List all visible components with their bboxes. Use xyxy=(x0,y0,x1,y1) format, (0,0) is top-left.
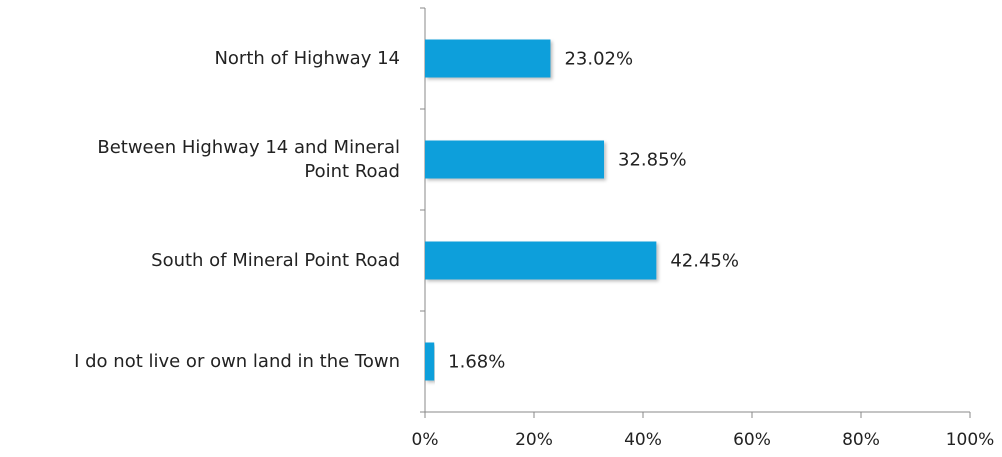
bar xyxy=(425,241,657,280)
bar xyxy=(425,39,551,78)
bar xyxy=(425,342,435,381)
x-tick-label: 100% xyxy=(946,430,995,450)
y-tick-label: South of Mineral Point Road xyxy=(151,249,400,271)
x-tick-label: 0% xyxy=(412,430,439,450)
bar xyxy=(425,140,605,179)
y-tick-label: North of Highway 14 xyxy=(214,47,400,69)
x-tick-label: 60% xyxy=(733,430,771,450)
x-tick-label: 40% xyxy=(624,430,662,450)
data-label: 42.45% xyxy=(670,251,739,272)
data-label: 32.85% xyxy=(618,150,687,171)
x-tick-label: 80% xyxy=(842,430,880,450)
data-label: 23.02% xyxy=(564,49,633,70)
x-tick-label: 20% xyxy=(515,430,553,450)
data-label: 1.68% xyxy=(448,352,505,373)
y-tick-label: I do not live or own land in the Town xyxy=(74,350,400,372)
y-tick-label: Between Highway 14 and Mineral Point Roa… xyxy=(97,136,400,182)
